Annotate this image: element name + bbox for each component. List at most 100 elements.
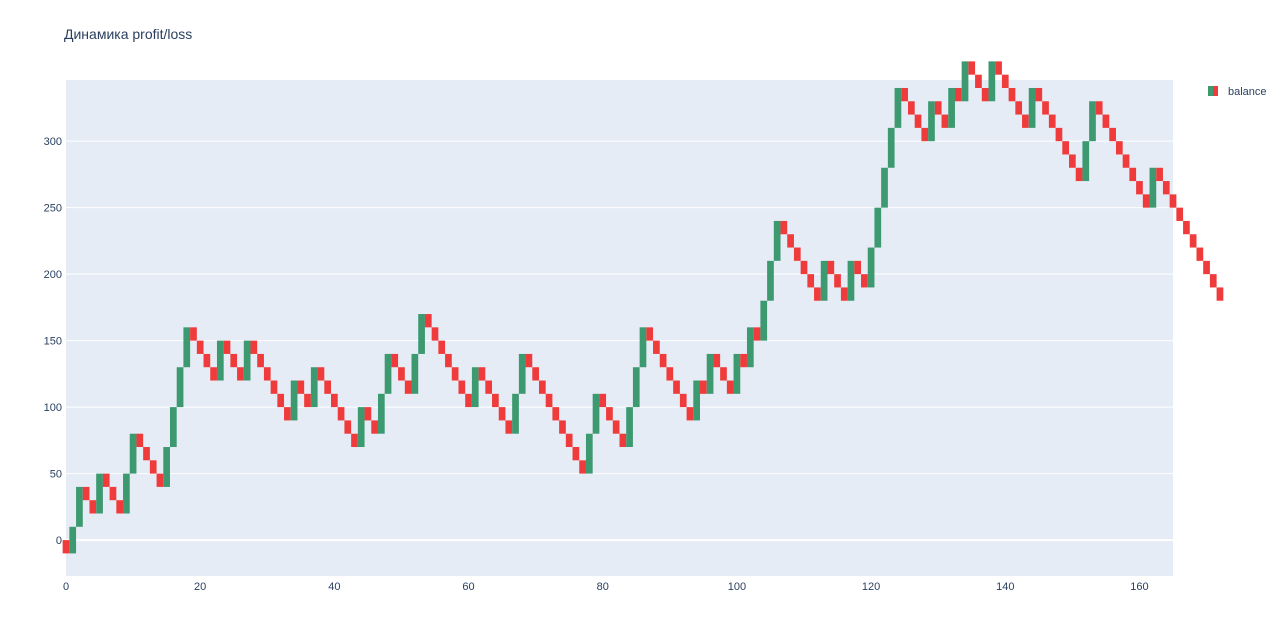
candle-decreasing xyxy=(143,447,150,461)
y-tick-label: 250 xyxy=(44,203,62,215)
candle-decreasing xyxy=(619,433,627,448)
candle-increasing xyxy=(733,353,741,394)
candle-decreasing xyxy=(1022,114,1029,128)
candle-decreasing xyxy=(954,87,962,102)
candle-decreasing xyxy=(861,274,868,288)
candle-decreasing xyxy=(780,220,788,235)
candle-increasing xyxy=(632,367,640,408)
candle-decreasing xyxy=(102,473,110,487)
candle-increasing xyxy=(874,207,882,248)
candle-decreasing xyxy=(89,500,97,514)
candle-increasing xyxy=(357,407,365,448)
candle-increasing xyxy=(411,353,419,394)
candle-decreasing xyxy=(498,407,506,421)
candle-decreasing xyxy=(270,380,278,394)
candle-increasing xyxy=(384,353,392,394)
candle-decreasing xyxy=(1156,167,1163,182)
candle-decreasing xyxy=(1095,101,1103,115)
candle-decreasing xyxy=(431,327,439,341)
candle-increasing xyxy=(512,393,519,434)
candle-increasing xyxy=(760,300,768,341)
candle-decreasing xyxy=(840,287,848,301)
candle-decreasing xyxy=(1055,127,1063,142)
candle-increasing xyxy=(310,367,318,408)
candle-decreasing xyxy=(485,380,493,394)
candle-decreasing xyxy=(351,433,358,448)
candle-decreasing xyxy=(854,260,862,275)
candle-decreasing xyxy=(1115,141,1123,155)
candle-decreasing xyxy=(391,353,399,368)
candle-decreasing xyxy=(1189,234,1197,248)
y-tick-label: 100 xyxy=(44,402,62,414)
candle-increasing xyxy=(820,260,828,301)
candle-increasing xyxy=(592,393,600,434)
candle-decreasing xyxy=(579,460,586,474)
candle-decreasing xyxy=(981,87,989,102)
candle-decreasing xyxy=(532,367,539,381)
candle-increasing xyxy=(847,260,855,301)
candle-decreasing xyxy=(297,380,305,394)
candle-decreasing xyxy=(686,407,694,421)
candle-decreasing xyxy=(1062,141,1070,155)
candle-decreasing xyxy=(740,353,747,368)
candle-decreasing xyxy=(263,367,271,381)
candle-decreasing xyxy=(1203,260,1210,275)
candle-decreasing xyxy=(317,367,325,381)
candle-decreasing xyxy=(203,353,211,368)
candle-increasing xyxy=(585,433,593,474)
candle-increasing xyxy=(1028,87,1036,128)
candle-decreasing xyxy=(907,101,915,115)
legend-label: balance xyxy=(1228,86,1267,98)
legend-swatch-decreasing xyxy=(1213,86,1218,96)
x-tick-label: 120 xyxy=(862,581,880,593)
candle-increasing xyxy=(693,380,701,421)
chart-title: Динамика profit/loss xyxy=(64,26,193,42)
candle-decreasing xyxy=(1209,274,1217,288)
x-tick-label: 160 xyxy=(1130,581,1148,593)
candle-decreasing xyxy=(304,393,311,408)
legend[interactable]: balance xyxy=(1208,86,1267,98)
candle-decreasing xyxy=(404,380,412,394)
candle-decreasing xyxy=(934,101,942,115)
candle-decreasing xyxy=(1001,74,1009,88)
candle-decreasing xyxy=(250,340,258,354)
candle-increasing xyxy=(243,340,251,381)
x-tick-label: 40 xyxy=(328,581,340,593)
candle-increasing xyxy=(69,526,77,554)
candles xyxy=(62,61,1224,554)
axis-labels: 0 50 100 150 200 250 300 0 20 40 60 80 100 120 140 160 xyxy=(44,136,1149,593)
candle-decreasing xyxy=(458,380,466,394)
candle-decreasing xyxy=(599,393,607,408)
x-tick-label: 80 xyxy=(597,581,609,593)
candle-decreasing xyxy=(793,247,801,261)
candle-increasing xyxy=(129,433,137,474)
candle-decreasing xyxy=(1075,167,1083,182)
candle-increasing xyxy=(518,353,526,394)
candle-decreasing xyxy=(451,367,459,381)
candle-decreasing xyxy=(284,407,291,421)
candle-increasing xyxy=(377,393,385,434)
candle-decreasing xyxy=(1142,194,1150,208)
candle-decreasing xyxy=(324,380,332,394)
candle-increasing xyxy=(1149,167,1157,208)
candle-decreasing xyxy=(149,460,157,474)
candle-increasing xyxy=(706,353,714,394)
candle-decreasing xyxy=(968,61,976,75)
candle-increasing xyxy=(767,260,774,301)
candle-decreasing xyxy=(679,393,687,408)
candle-decreasing xyxy=(545,393,553,408)
candle-decreasing xyxy=(753,327,761,341)
candle-decreasing xyxy=(257,353,264,368)
candle-decreasing xyxy=(1162,181,1170,195)
candle-decreasing xyxy=(1109,127,1116,142)
candle-decreasing xyxy=(1196,247,1204,261)
candle-decreasing xyxy=(136,433,144,448)
x-tick-label: 140 xyxy=(996,581,1014,593)
candle-decreasing xyxy=(921,127,929,142)
candle-increasing xyxy=(639,327,647,368)
candle-decreasing xyxy=(995,61,1002,75)
candle-decreasing xyxy=(210,367,217,381)
candle-increasing xyxy=(76,486,83,527)
candle-decreasing xyxy=(1048,114,1056,128)
